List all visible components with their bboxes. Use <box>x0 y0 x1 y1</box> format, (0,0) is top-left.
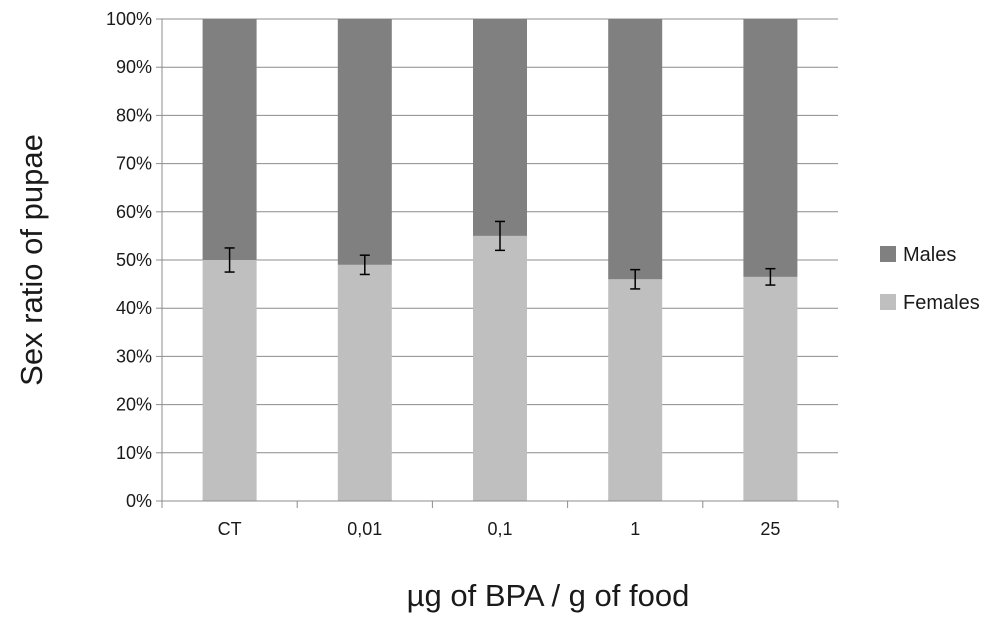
bar-males <box>608 19 663 280</box>
y-tick-label: 80% <box>116 105 152 125</box>
axes <box>156 18 839 508</box>
legend-label: Males <box>903 244 956 266</box>
x-tick-label: 0,1 <box>487 519 512 539</box>
legend: Males Females <box>880 244 980 314</box>
bar-females <box>337 264 392 501</box>
bar-males <box>473 19 527 236</box>
y-tick-label: 30% <box>116 346 152 366</box>
y-tick-label: 90% <box>116 57 152 77</box>
y-tick-label: 60% <box>116 202 152 222</box>
y-tick-label: 40% <box>116 298 152 318</box>
bar-females <box>743 276 798 501</box>
legend-label: Females <box>903 292 980 314</box>
y-tick-label: 0% <box>126 491 152 511</box>
bars <box>202 19 798 501</box>
y-tick-label: 20% <box>116 395 152 415</box>
bar-males <box>337 19 392 265</box>
bar-females <box>473 235 527 501</box>
bar-females <box>202 260 257 501</box>
y-tick-label: 10% <box>116 443 152 463</box>
x-tick-label: CT <box>218 519 242 539</box>
bar-males <box>202 19 257 260</box>
x-tick-label: 25 <box>760 519 780 539</box>
x-tick-labels: CT 0,01 0,1 1 25 <box>218 519 781 539</box>
y-tick-label: 100% <box>106 9 152 29</box>
legend-swatch <box>880 294 896 310</box>
error-bars <box>224 220 776 290</box>
x-axis-title: µg of BPA / g of food <box>407 578 690 613</box>
y-tick-label: 50% <box>116 250 152 270</box>
bar-females <box>608 279 663 501</box>
x-tick-label: 0,01 <box>347 519 382 539</box>
legend-swatch <box>880 246 896 262</box>
y-tick-label: 70% <box>116 154 152 174</box>
bar-males <box>743 19 798 277</box>
y-tick-labels: 0% 10% 20% 30% 40% 50% 60% 70% 80% 90% 100% <box>106 9 152 511</box>
x-tick-label: 1 <box>630 519 640 539</box>
y-axis-title: Sex ratio of pupae <box>14 134 49 386</box>
